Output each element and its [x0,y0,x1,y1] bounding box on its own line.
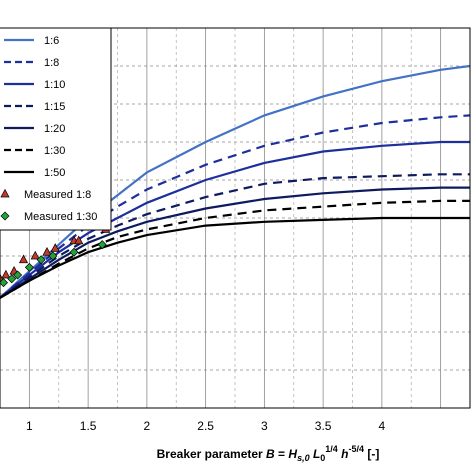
legend-label-1-20: 1:20 [44,123,65,135]
x-axis-title: Breaker parameter B = Hs,0 L01/4 h-5/4 [… [157,444,380,463]
measured-point-triangle [50,243,60,252]
x-axis-title-l-sup: 1/4 [325,444,338,454]
x-axis-title-l-sub: 0 [320,453,325,463]
measured-point-diamond [24,262,34,272]
x-axis-title-h-sub: s,0 [297,453,310,463]
x-axis-title-l: L [313,447,320,461]
legend-marker-triangle [0,188,10,198]
measured-point-diamond [0,278,9,288]
x-axis-title-depth-sup: -5/4 [349,444,365,454]
x-tick-label: 2 [144,419,151,433]
x-tick-label: 1.5 [80,419,97,433]
series-line-1-50 [0,216,470,299]
measured-point-diamond [7,274,17,284]
x-axis-title-depth: h [341,447,348,461]
legend: 1:6 1:8 1:10 1:15 1:20 1:30 1:50 Measured 1:8 Me… [0,27,112,231]
legend-label-1-50: 1:50 [44,167,65,179]
measured-point-triangle [1,269,11,279]
legend-label-1-30: 1:30 [44,145,65,157]
measured-point-triangle [42,246,52,256]
legend-label-1-15: 1:15 [44,101,65,113]
measured-point-diamond [97,240,107,250]
measured-point-diamond [69,247,79,257]
legend-label-measured-1-8: Measured 1:8 [24,189,91,201]
measured-point-triangle [30,250,40,260]
legend-label-1-10: 1:10 [44,79,65,91]
x-axis-title-b: B [266,447,275,461]
x-tick-label: 1 [26,419,33,433]
series-line-1-8 [0,114,471,299]
measured-point-diamond [48,251,58,261]
series-line-1-15 [0,173,470,299]
legend-label-1-8: 1:8 [44,57,59,69]
measured-point-diamond [13,270,23,280]
measured-point-triangle [74,235,84,245]
grid [0,28,470,408]
x-axis-title-eq: = [275,447,289,461]
legend-label-measured-1-30: Measured 1:30 [24,211,97,223]
measured-point-triangle [18,254,29,264]
x-tick-label: 3 [261,419,268,433]
x-axis-title-unit: [-] [364,447,379,461]
x-tick-labels: 1 1.5 2 2.5 3 3.5 4 [26,419,386,433]
x-tick-label: 3.5 [315,419,332,433]
x-axis-title-h: H [288,447,297,461]
x-tick-label: 2.5 [197,419,214,433]
x-tick-label: 4 [379,419,386,433]
legend-label-1-6: 1:6 [44,35,59,47]
plot-frame [0,27,471,409]
series-line-1-30 [0,199,470,299]
legend-marker-diamond [0,211,10,221]
x-axis-title-prefix: Breaker parameter [157,447,266,461]
series-line-1-20 [0,186,470,299]
measured-point-diamond [36,255,46,265]
